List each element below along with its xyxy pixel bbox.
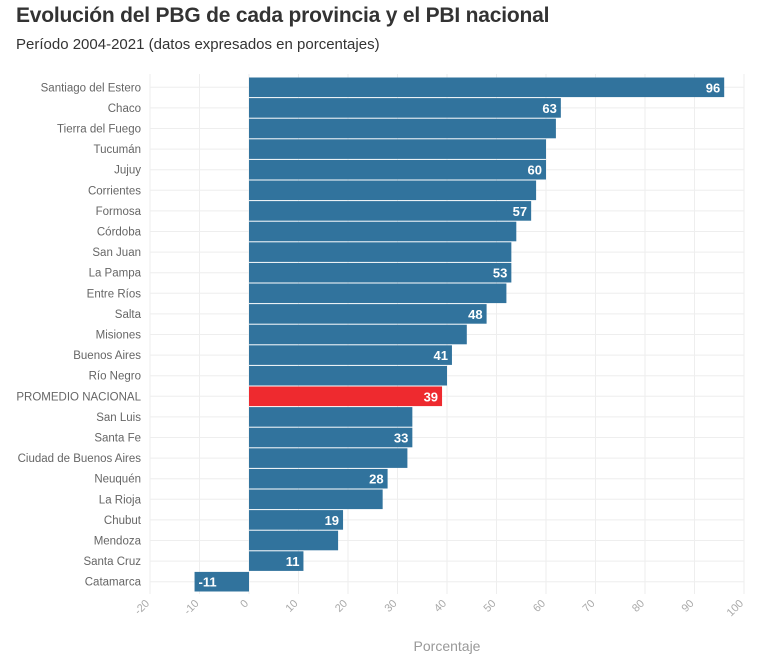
category-label: Entre Ríos — [87, 288, 142, 300]
x-tick-label: -10 — [182, 598, 202, 618]
value-label: 39 — [424, 389, 438, 404]
value-label: -11 — [199, 575, 217, 590]
category-label: San Luis — [96, 412, 141, 424]
category-label: La Rioja — [99, 494, 142, 506]
value-label: 33 — [394, 431, 408, 446]
category-label: Santa Fe — [94, 433, 141, 445]
x-tick-label: 60 — [531, 598, 548, 615]
x-tick-label: 30 — [382, 598, 399, 615]
category-label: PROMEDIO NACIONAL — [16, 391, 141, 403]
bar — [249, 221, 517, 242]
x-tick-label: 70 — [580, 598, 597, 615]
bar — [249, 324, 467, 345]
x-tick-labels: -20 -10 0 10 20 30 40 50 60 70 80 90 100 — [132, 598, 746, 619]
value-label: 96 — [706, 80, 720, 95]
value-label: 48 — [468, 307, 482, 322]
x-tick-label: -20 — [132, 598, 152, 618]
chart-subtitle: Período 2004-2021 (datos expresados en p… — [16, 36, 380, 53]
bar — [249, 159, 546, 180]
category-label: Corrientes — [88, 185, 141, 197]
category-label: Formosa — [96, 206, 142, 218]
category-label: San Juan — [92, 247, 141, 259]
value-label: 57 — [513, 204, 527, 219]
bar — [249, 77, 725, 98]
category-label: Ciudad de Buenos Aires — [18, 453, 142, 465]
category-label: Misiones — [96, 330, 142, 342]
bar — [249, 407, 413, 427]
bar — [249, 489, 383, 510]
x-tick-label: 10 — [283, 598, 300, 615]
category-label: Santa Cruz — [83, 556, 141, 568]
bars — [194, 77, 725, 592]
bar — [249, 365, 447, 386]
x-tick-label: 50 — [481, 598, 498, 615]
category-label: Tucumán — [93, 144, 141, 156]
value-label: 11 — [286, 554, 300, 569]
value-label: 19 — [325, 513, 339, 528]
category-label: Córdoba — [97, 227, 142, 239]
category-label: Santiago del Estero — [41, 82, 141, 94]
value-label: 60 — [528, 163, 542, 178]
x-tick-label: 90 — [679, 598, 696, 615]
category-label: Mendoza — [94, 536, 142, 548]
bar — [249, 551, 304, 571]
x-axis-title: Porcentaje — [414, 638, 481, 654]
category-label: Salta — [115, 309, 142, 321]
category-label: Neuquén — [94, 474, 141, 486]
category-label: Jujuy — [114, 165, 141, 177]
bar — [249, 139, 546, 159]
x-tick-label: 80 — [630, 598, 647, 615]
value-labels: 96 63 60 57 53 48 41 39 33 28 19 11 -11 — [199, 80, 721, 589]
bar — [249, 530, 339, 551]
bar — [249, 262, 512, 283]
category-label: Río Negro — [89, 371, 141, 383]
chart-title: Evolución del PBG de cada provincia y el… — [16, 4, 550, 27]
bar — [249, 180, 537, 201]
value-label: 28 — [369, 472, 383, 487]
category-label: Catamarca — [85, 577, 142, 589]
bar — [249, 118, 556, 139]
x-tick-label: 0 — [238, 598, 251, 611]
value-label: 53 — [493, 266, 507, 281]
bar — [249, 201, 532, 221]
bar — [249, 345, 452, 365]
bar — [194, 571, 249, 592]
bar-promedio-nacional — [249, 386, 443, 407]
bar — [249, 304, 487, 324]
value-label: 41 — [433, 348, 447, 363]
bar — [249, 98, 561, 118]
x-tick-label: 100 — [725, 598, 746, 619]
bar — [249, 427, 413, 448]
bar — [249, 283, 507, 304]
category-label: Chaco — [108, 103, 141, 115]
category-label: Chubut — [104, 515, 142, 527]
x-tick-label: 40 — [432, 598, 449, 615]
category-label: Tierra del Fuego — [57, 124, 141, 136]
category-label: La Pampa — [89, 268, 142, 280]
bar — [249, 242, 512, 262]
value-label: 63 — [542, 101, 556, 116]
x-tick-label: 20 — [333, 598, 350, 615]
bar — [249, 468, 388, 489]
category-label: Buenos Aires — [73, 350, 141, 362]
category-labels: Santiago del Estero Chaco Tierra del Fuego… — [16, 82, 141, 588]
bar — [249, 448, 408, 468]
bar — [249, 510, 344, 530]
